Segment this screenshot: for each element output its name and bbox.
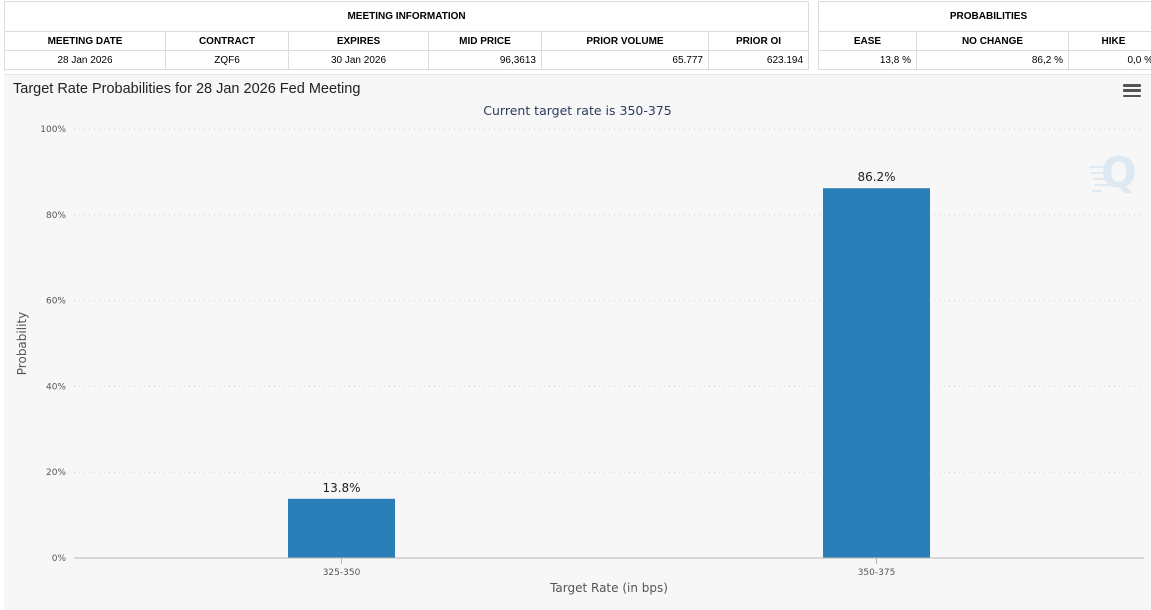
ease-value: 13,8 % — [819, 51, 917, 70]
table-row: 13,8 % 86,2 % 0,0 % — [819, 51, 1151, 70]
y-tick-label: 40% — [46, 382, 66, 392]
col-prior-oi: PRIOR OI — [709, 32, 809, 51]
y-tick-label: 60% — [46, 297, 66, 307]
meeting-date-value: 28 Jan 2026 — [5, 51, 166, 70]
mid-price-value: 96,3613 — [429, 51, 542, 70]
col-meeting-date: MEETING DATE — [5, 32, 166, 51]
chart-bars: 13.8% 86.2% — [288, 170, 930, 558]
contract-value: ZQF6 — [166, 51, 289, 70]
bar-chart: 0% 20% 40% 60% 80% 100% 13.8% 86.2% 325-350 350… — [4, 75, 1151, 610]
col-hike: HIKE — [1069, 32, 1151, 51]
no-change-value: 86,2 % — [917, 51, 1069, 70]
prior-volume-value: 65.777 — [542, 51, 709, 70]
probabilities-table: PROBABILITIES EASE NO CHANGE HIKE 13,8 %… — [818, 1, 1151, 70]
meeting-information-table: MEETING INFORMATION MEETING DATE CONTRAC… — [4, 1, 809, 70]
col-no-change: NO CHANGE — [917, 32, 1069, 51]
col-ease: EASE — [819, 32, 917, 51]
q-logo-icon: Q — [1089, 148, 1137, 197]
x-axis-title: Target Rate (in bps) — [549, 581, 668, 595]
hamburger-menu-icon[interactable] — [1123, 84, 1141, 100]
chart-title: Target Rate Probabilities for 28 Jan 202… — [13, 81, 360, 97]
y-tick-label: 100% — [40, 125, 66, 135]
y-axis-title: Probability — [15, 312, 29, 375]
col-mid-price: MID PRICE — [429, 32, 542, 51]
hike-value: 0,0 % — [1069, 51, 1151, 70]
expires-value: 30 Jan 2026 — [289, 51, 429, 70]
col-expires: EXPIRES — [289, 32, 429, 51]
chart-subtitle: Current target rate is 350-375 — [4, 103, 1151, 118]
meeting-information-header: MEETING INFORMATION — [5, 2, 809, 32]
probabilities-header: PROBABILITIES — [819, 2, 1151, 32]
prior-oi-value: 623.194 — [709, 51, 809, 70]
svg-text:Q: Q — [1101, 148, 1137, 197]
y-tick-label: 80% — [46, 211, 66, 221]
x-tick-label: 325-350 — [323, 568, 361, 578]
data-label: 86.2% — [857, 170, 895, 184]
x-axis-ticks: 325-350 350-375 — [323, 558, 896, 578]
col-prior-volume: PRIOR VOLUME — [542, 32, 709, 51]
y-axis-ticks: 0% 20% 40% 60% 80% 100% — [40, 125, 66, 564]
y-tick-label: 0% — [52, 554, 67, 564]
x-tick-label: 350-375 — [858, 568, 896, 578]
bar-350-375[interactable] — [823, 188, 930, 558]
data-label: 13.8% — [322, 481, 360, 495]
chart-gridlines — [74, 129, 1144, 472]
chart-panel: 0% 20% 40% 60% 80% 100% 13.8% 86.2% 325-350 350… — [4, 74, 1151, 610]
y-tick-label: 20% — [46, 468, 66, 478]
bar-325-350[interactable] — [288, 499, 395, 558]
table-row: 28 Jan 2026 ZQF6 30 Jan 2026 96,3613 65.… — [5, 51, 809, 70]
col-contract: CONTRACT — [166, 32, 289, 51]
